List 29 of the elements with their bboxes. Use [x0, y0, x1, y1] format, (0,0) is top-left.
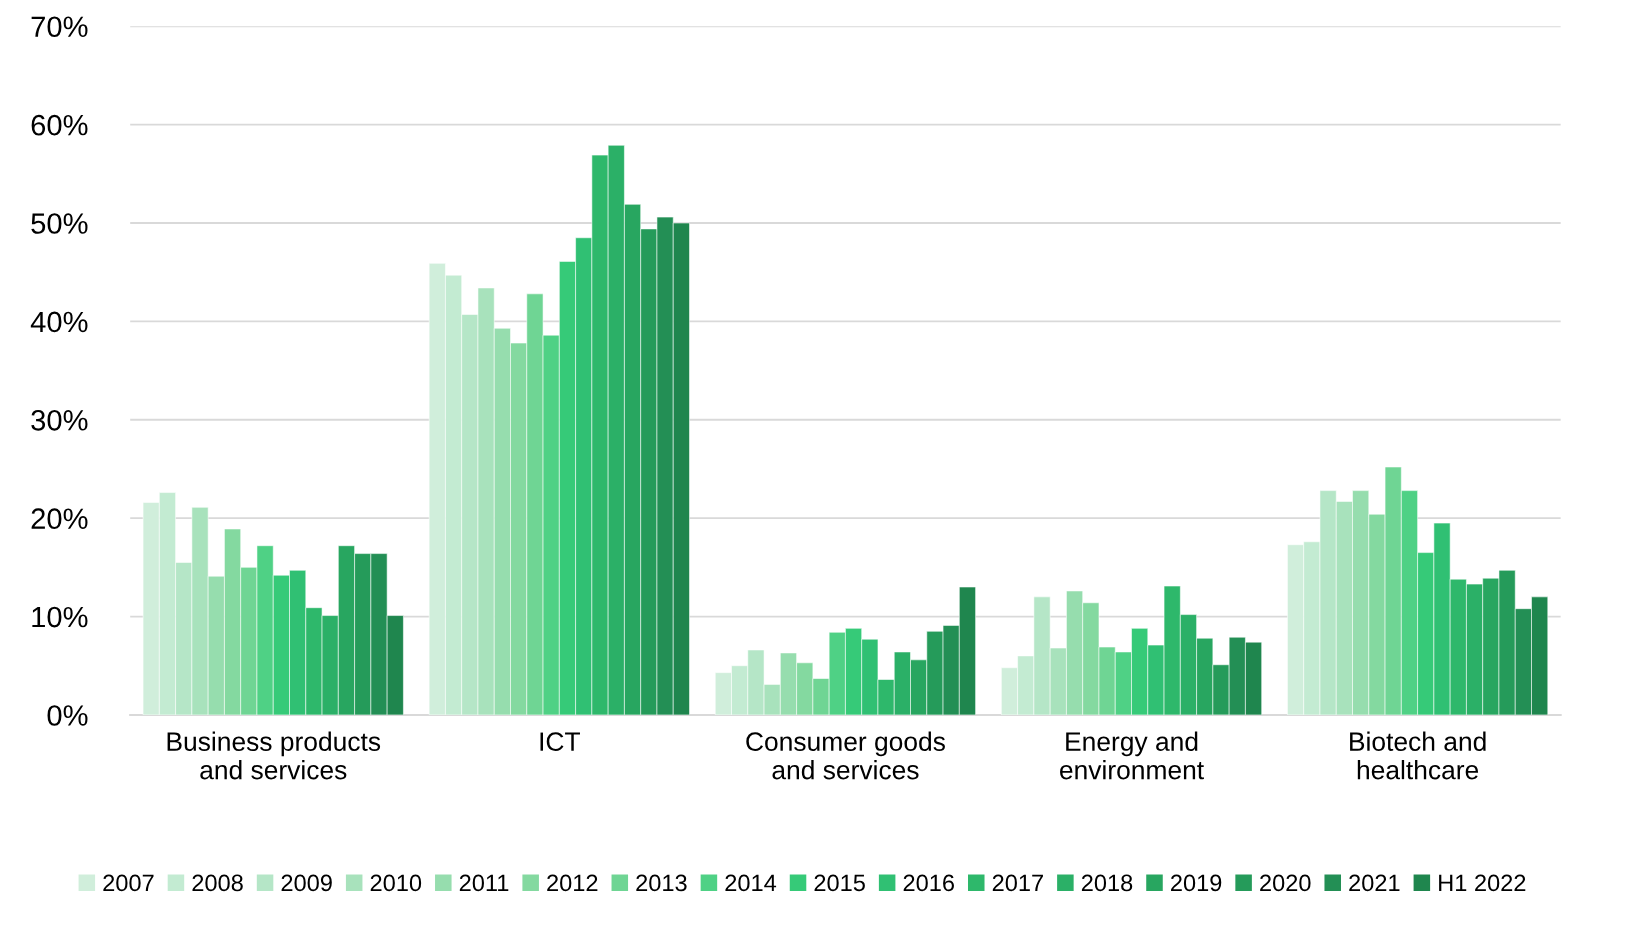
- legend-label: 2007: [103, 874, 154, 892]
- y-tick-label: 30%: [31, 409, 88, 431]
- y-tick-label: 70%: [31, 16, 88, 38]
- legend-label: 2016: [903, 874, 954, 892]
- x-tick-label: ICT: [540, 732, 580, 751]
- x-tick-label: Business products and services: [167, 731, 381, 780]
- y-tick-label: 20%: [31, 508, 88, 530]
- y-tick-label: 0%: [47, 705, 88, 726]
- legend-label: 2011: [459, 874, 509, 892]
- x-tick-label: Biotech and healthcare: [1350, 731, 1486, 780]
- legend-label: 2014: [725, 874, 777, 892]
- y-tick-label: 40%: [30, 311, 88, 333]
- y-tick-label: 50%: [31, 213, 88, 234]
- legend-label: 2015: [814, 874, 865, 892]
- legend-label: 2013: [636, 874, 687, 892]
- legend-label: 2010: [370, 874, 422, 892]
- legend-label: 2019: [1171, 874, 1222, 892]
- legend-label: H1 2022: [1439, 874, 1526, 892]
- legend-label: 2012: [547, 874, 598, 892]
- legend-label: 2018: [1081, 874, 1133, 892]
- legend-label: 2009: [281, 874, 332, 892]
- y-tick-label: 10%: [32, 606, 88, 628]
- legend-label: 2021: [1349, 874, 1400, 892]
- legend-label: 2017: [992, 874, 1043, 892]
- x-tick-label: Energy and environment: [1060, 731, 1204, 780]
- x-tick-label: Consumer goods and services: [746, 731, 945, 780]
- legend-label: 2008: [192, 874, 243, 892]
- y-tick-label: 60%: [31, 114, 88, 136]
- legend-label: 2020: [1260, 874, 1311, 892]
